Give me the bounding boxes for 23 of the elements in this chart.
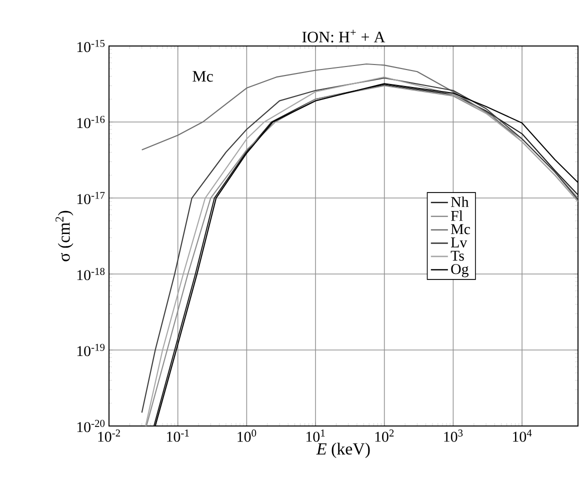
y-tick-label: 10$^{-15}$ bbox=[77, 40, 105, 52]
x-tick-label: 10$^{-1}$ bbox=[167, 430, 189, 442]
x-tick-label: 10$^{0}$ bbox=[238, 430, 256, 442]
x-tick-label: 10$^{1}$ bbox=[306, 430, 325, 442]
annotation: Mc bbox=[192, 71, 213, 82]
legend-label: Og bbox=[451, 264, 469, 278]
y-tick-label: 10$^{-19}$ bbox=[77, 344, 105, 356]
chart-title: ION: H$^{+}$ + A bbox=[302, 30, 386, 42]
legend-label: Lv bbox=[450, 238, 468, 248]
x-tick-label: 10$^{-2}$ bbox=[98, 430, 120, 442]
legend-label: Mc bbox=[450, 224, 470, 234]
legend-label: Nh bbox=[450, 196, 469, 207]
x-tick-label: 10$^{3}$ bbox=[444, 430, 463, 442]
y-tick-label: 10$^{-17}$ bbox=[77, 192, 105, 204]
x-tick-label: 10$^{4}$ bbox=[513, 430, 532, 442]
y-tick-label: 10$^{-16}$ bbox=[77, 116, 105, 128]
legend-label: Ts bbox=[450, 250, 464, 261]
x-tick-label: 10$^{2}$ bbox=[375, 430, 394, 442]
y-tick-label: 10$^{-18}$ bbox=[77, 268, 105, 280]
x-axis-title: E (keV) bbox=[316, 442, 370, 458]
legend-label: Fl bbox=[450, 210, 463, 221]
y-tick-label: 10$^{-20}$ bbox=[77, 420, 105, 432]
y-axis-title: σ (cm$^{2}$) bbox=[56, 210, 74, 262]
